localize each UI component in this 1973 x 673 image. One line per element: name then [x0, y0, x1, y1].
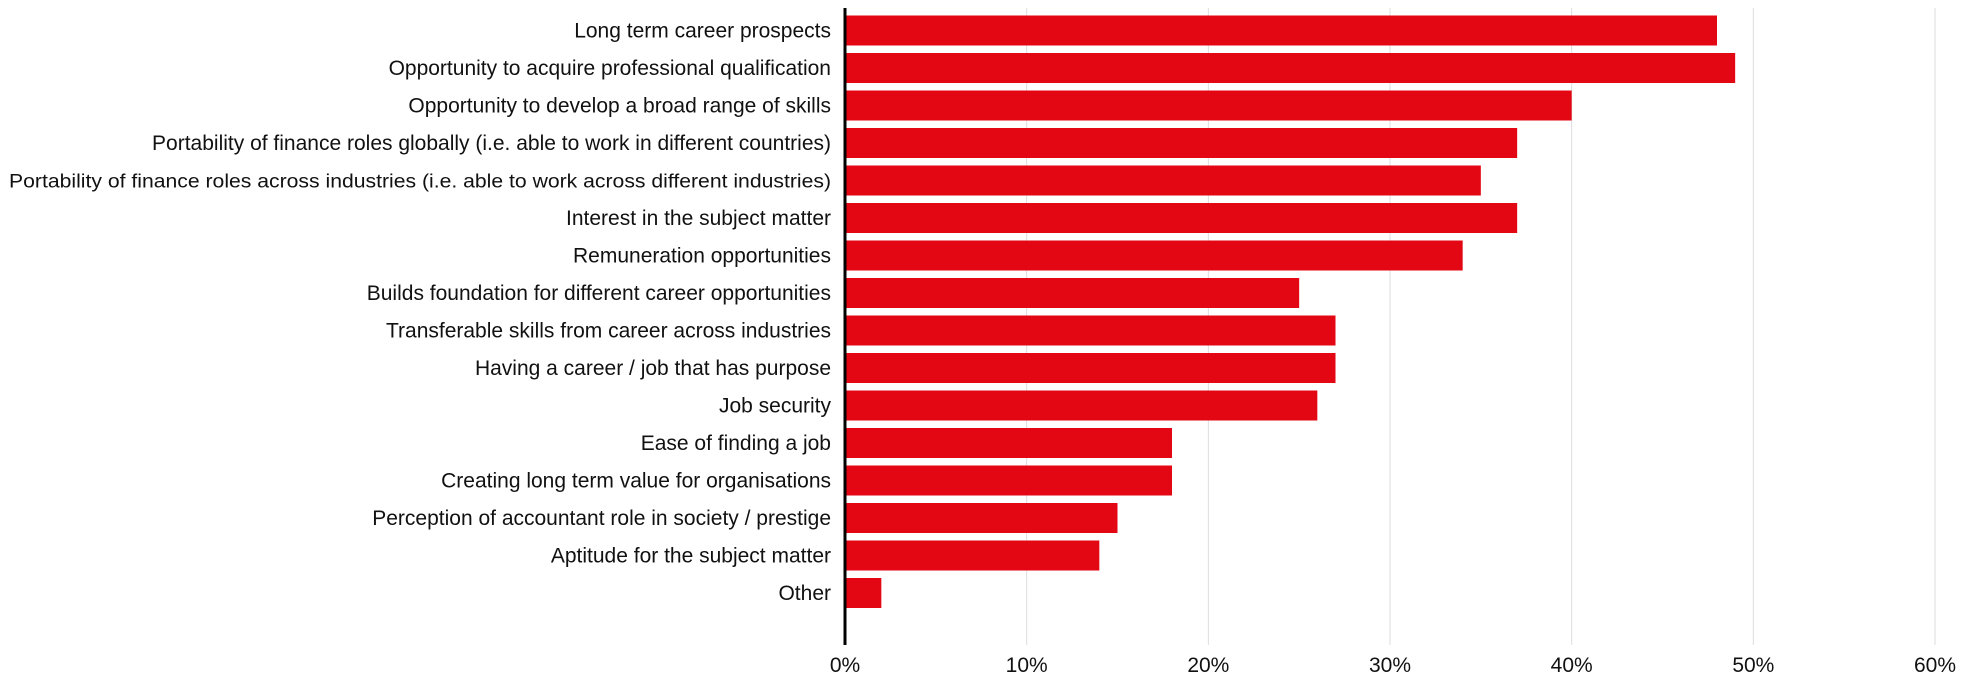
category-label: Opportunity to acquire professional qual…	[389, 57, 831, 80]
x-tick-label: 0%	[830, 654, 860, 673]
category-label: Opportunity to develop a broad range of …	[408, 95, 831, 118]
bar	[845, 53, 1736, 83]
category-label: Creating long term value for organisatio…	[441, 470, 831, 493]
bar	[845, 15, 1717, 46]
category-label: Other	[778, 582, 831, 605]
category-label: Ease of finding a job	[641, 432, 831, 455]
bar	[845, 240, 1463, 271]
category-label: Having a career / job that has purpose	[475, 357, 831, 380]
x-tick-label: 60%	[1914, 654, 1956, 673]
category-label: Transferable skills from career across i…	[386, 320, 831, 343]
category-label: Remuneration opportunities	[573, 245, 831, 268]
category-label: Aptitude for the subject matter	[551, 545, 831, 568]
x-tick-labels: 0% 10% 20% 30% 40% 50% 60%	[830, 654, 1956, 673]
bar	[845, 128, 1518, 158]
x-tick-label: 10%	[1006, 654, 1048, 673]
bar	[845, 428, 1172, 458]
category-label: Builds foundation for different career o…	[367, 282, 831, 305]
x-tick-label: 50%	[1732, 654, 1774, 673]
bar	[845, 353, 1336, 383]
bar	[845, 203, 1518, 233]
category-label: Job security	[719, 395, 832, 418]
category-label: Perception of accountant role in society…	[372, 507, 831, 530]
bar	[845, 503, 1118, 533]
bar	[845, 315, 1336, 346]
category-label: Interest in the subject matter	[566, 207, 831, 230]
bar	[845, 165, 1481, 196]
bar	[845, 278, 1300, 308]
x-tick-label: 30%	[1369, 654, 1411, 673]
category-label: Portability of finance roles across indu…	[9, 172, 831, 193]
bars	[845, 15, 1736, 608]
category-labels: Long term career prospects Opportunity to…	[9, 20, 831, 606]
x-tick-label: 20%	[1187, 654, 1229, 673]
bar	[845, 90, 1572, 121]
bar	[845, 390, 1318, 421]
x-tick-label: 40%	[1551, 654, 1593, 673]
bar	[845, 465, 1172, 496]
bar	[845, 578, 882, 608]
category-label: Long term career prospects	[574, 20, 831, 43]
bar	[845, 540, 1100, 571]
category-label: Portability of finance roles globally (i…	[152, 132, 831, 155]
